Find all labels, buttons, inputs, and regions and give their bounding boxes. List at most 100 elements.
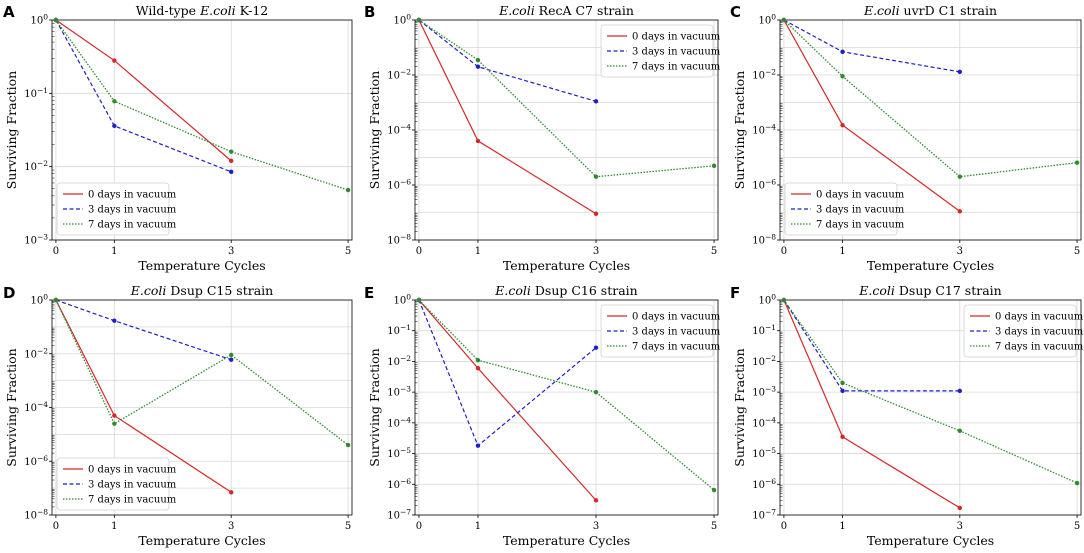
y-tick-label: 100 (758, 293, 776, 307)
x-tick-label: 0 (53, 521, 59, 532)
data-point (229, 169, 234, 175)
panel-letter: F (730, 284, 740, 302)
legend-label: 3 days in vacuum (632, 327, 721, 338)
data-point (345, 187, 351, 193)
legend-box (784, 182, 898, 236)
y-tick-label: 100 (393, 293, 411, 307)
y-tick-label: 10−6 (24, 454, 48, 468)
panel-a: 0 1 3 5 100 10−1 10−2 10−3 A Wild-type E.coli K-1… (3, 3, 353, 273)
legend: 0 days in vacuum 3 days in vacuum 7 days i… (600, 24, 721, 78)
y-tick-label: 10−3 (752, 385, 776, 399)
chart-title: E.coli RecA C7 strain (498, 3, 634, 18)
x-axis-label: Temperature Cycles (503, 533, 630, 548)
series-line-3-days (55, 19, 232, 173)
data-point (593, 174, 599, 179)
series-line-7-days (418, 19, 715, 178)
y-axis-label: Surviving Fraction (732, 348, 747, 466)
data-point (781, 17, 787, 23)
data-point (475, 138, 481, 144)
data-point (840, 434, 845, 440)
chart-title: Wild-type E.coli K-12 (136, 3, 268, 18)
data-point (593, 345, 599, 350)
x-tick-label: 3 (593, 521, 599, 532)
data-point (229, 357, 234, 362)
data-point (781, 297, 787, 303)
data-point (229, 352, 234, 358)
y-tick-label: 10−6 (387, 477, 411, 491)
data-point (957, 388, 963, 394)
legend-label: 3 days in vacuum (632, 47, 721, 58)
data-point (711, 487, 717, 493)
x-tick-label: 1 (111, 521, 117, 532)
data-point (593, 99, 599, 104)
x-tick-label: 0 (53, 246, 59, 257)
legend: 0 days in vacuum 3 days in vacuum 7 days i… (56, 182, 177, 236)
x-tick-label: 5 (711, 246, 717, 257)
chart-title: E.coli Dsup C16 strain (494, 283, 637, 298)
data-point (840, 74, 845, 79)
y-tick-label: 10−7 (752, 508, 776, 522)
x-tick-label: 5 (1074, 521, 1080, 532)
series-line-3-days (418, 19, 597, 102)
y-tick-label: 10−8 (24, 508, 48, 522)
y-axis-label: Surviving Fraction (367, 348, 382, 466)
data-point (229, 158, 234, 164)
legend-box (963, 304, 1077, 358)
x-tick-label: 1 (111, 246, 117, 257)
series-line-3-days (783, 299, 960, 392)
y-tick-label: 10−5 (387, 446, 411, 460)
series-line-7-days (418, 299, 715, 491)
legend-box (600, 24, 714, 78)
x-axis-label: Temperature Cycles (867, 258, 994, 273)
data-point (345, 442, 351, 448)
legend-label: 7 days in vacuum (632, 342, 721, 353)
data-point (957, 209, 963, 214)
y-tick-label: 10−6 (752, 178, 776, 192)
y-tick-label: 10−1 (24, 86, 48, 100)
series-line-0-days (418, 299, 597, 501)
panel-letter: C (730, 3, 741, 21)
data-point (112, 413, 117, 418)
legend-label: 7 days in vacuum (816, 220, 905, 231)
y-tick-label: 10−2 (24, 346, 48, 360)
legend-label: 3 days in vacuum (88, 205, 177, 216)
panel-f: 0 1 3 5 100 10−1 10−2 10−3 10−4 10−5 10−6 10−7 F E.co… (730, 283, 1084, 548)
data-point (957, 428, 963, 434)
x-tick-label: 5 (711, 521, 717, 532)
y-tick-label: 10−6 (752, 477, 776, 491)
y-tick-label: 10−1 (752, 323, 776, 337)
x-tick-label: 0 (416, 521, 422, 532)
series-line-0-days (783, 299, 961, 509)
y-tick-label: 10−2 (387, 354, 411, 368)
data-point (711, 163, 717, 168)
legend: 0 days in vacuum 3 days in vacuum 7 days i… (600, 304, 721, 358)
y-tick-label: 10−1 (387, 323, 411, 337)
y-tick-label: 100 (758, 13, 776, 27)
data-point (1074, 160, 1080, 165)
data-point (475, 443, 481, 448)
x-tick-label: 1 (839, 246, 845, 257)
data-point (112, 421, 117, 426)
y-tick-label: 10−3 (387, 385, 411, 399)
legend-label: 0 days in vacuum (632, 32, 721, 43)
data-point (475, 64, 481, 69)
data-point (112, 123, 117, 129)
legend-label: 0 days in vacuum (88, 190, 177, 201)
x-axis-label: Temperature Cycles (138, 533, 265, 548)
y-axis-label: Surviving Fraction (4, 71, 19, 189)
legend-box (56, 457, 170, 511)
x-tick-label: 3 (228, 521, 234, 532)
x-tick-label: 1 (475, 246, 481, 257)
x-tick-label: 1 (475, 521, 481, 532)
y-tick-label: 100 (30, 293, 48, 307)
x-tick-label: 3 (593, 246, 599, 257)
series-line-3-days (418, 299, 597, 447)
panel-b: 0 1 3 5 100 10−2 10−4 10−6 10−8 B E.coli RecA C7 s… (364, 3, 721, 273)
x-tick-label: 0 (781, 246, 787, 257)
data-point (840, 388, 845, 394)
chart-title: E.coli uvrD C1 strain (863, 3, 997, 18)
data-point (957, 505, 963, 511)
legend-label: 7 days in vacuum (995, 342, 1084, 353)
y-axis-label: Surviving Fraction (4, 348, 19, 466)
panel-d: 0 1 3 5 100 10−2 10−4 10−6 10−8 D E.coli Dsup C15 … (3, 283, 353, 548)
